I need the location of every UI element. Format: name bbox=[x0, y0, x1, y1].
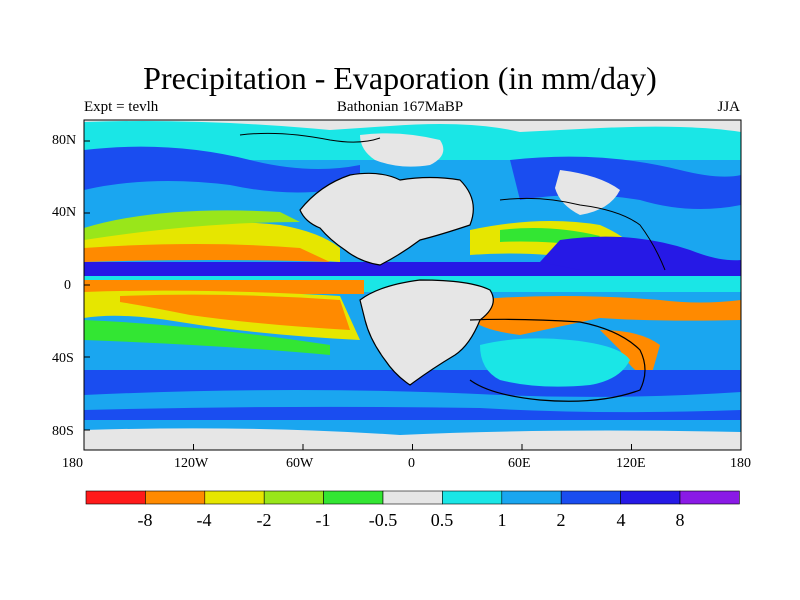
map-field bbox=[84, 120, 741, 450]
colorbar bbox=[85, 490, 740, 505]
colorbar-label: -8 bbox=[137, 510, 153, 530]
equator-orange-west bbox=[84, 280, 364, 294]
north-pacific-orange bbox=[84, 244, 330, 262]
x-tick-label: 120W bbox=[174, 456, 209, 471]
arctic-land bbox=[84, 120, 741, 132]
colorbar-swatch bbox=[145, 490, 206, 505]
arctic-coastline bbox=[239, 132, 381, 143]
colorbar-swatch bbox=[560, 490, 621, 505]
southern-ocean-light bbox=[84, 390, 741, 413]
map-title: Precipitation - Evaporation (in mm/day) bbox=[143, 60, 657, 96]
colorbar-swatch bbox=[442, 490, 503, 505]
antarctic-land bbox=[84, 428, 741, 450]
south-green-band bbox=[84, 320, 330, 355]
colorbar-swatch bbox=[323, 490, 384, 505]
experiment-label: Expt = tevlh bbox=[84, 99, 159, 115]
colorbar-label: -0.5 bbox=[368, 510, 398, 530]
colorbar-label: 8 bbox=[675, 510, 685, 530]
east-coastline bbox=[469, 318, 646, 402]
north-asia-blue bbox=[510, 156, 741, 209]
colorbar-swatch bbox=[204, 490, 265, 505]
y-tick-label: 80S bbox=[52, 424, 74, 439]
x-tick-label: 180 bbox=[62, 456, 83, 471]
y-tick-label: 0 bbox=[64, 278, 71, 293]
season-label: JJA bbox=[717, 99, 740, 115]
period-label: Bathonian 167MaBP bbox=[336, 99, 464, 115]
colorbar-label: -1 bbox=[315, 510, 331, 530]
colorbar-label: 1 bbox=[497, 510, 507, 530]
west-pacific-warm-pool bbox=[540, 236, 741, 286]
axis-tick-marks bbox=[83, 140, 742, 450]
north-landmass bbox=[300, 173, 474, 265]
y-tick-label: 40N bbox=[52, 205, 77, 220]
south-inland-cyan bbox=[480, 338, 630, 387]
colorbar-swatch bbox=[85, 490, 146, 505]
x-tick-label: 60W bbox=[286, 456, 314, 471]
asia-coastline bbox=[499, 197, 666, 271]
colorbar-label: -2 bbox=[256, 510, 272, 530]
y-tick-label: 80N bbox=[52, 133, 77, 148]
asia-land-patch bbox=[555, 170, 620, 215]
x-tick-label: 120E bbox=[616, 456, 646, 471]
north-land-patch bbox=[360, 133, 444, 167]
north-pacific-green bbox=[84, 210, 300, 240]
colorbar-label: 0.5 bbox=[430, 510, 454, 530]
colorbar-swatch bbox=[263, 490, 324, 505]
x-tick-label: 0 bbox=[408, 456, 415, 471]
colorbar-swatch bbox=[501, 490, 562, 505]
south-pacific-orange bbox=[120, 294, 350, 330]
south-indian-orange bbox=[470, 296, 741, 335]
colorbar-swatch bbox=[382, 490, 443, 505]
south-coastline bbox=[359, 279, 494, 386]
north-coastline bbox=[299, 172, 474, 266]
x-tick-label: 180 bbox=[730, 456, 751, 471]
colorbar-swatch bbox=[679, 490, 740, 505]
x-tick-label: 60E bbox=[508, 456, 531, 471]
y-tick-label: 40S bbox=[52, 351, 74, 366]
colorbar-label: 4 bbox=[616, 510, 626, 530]
colorbar-swatch bbox=[620, 490, 681, 505]
colorbar-label: -4 bbox=[196, 510, 212, 530]
colorbar-label: 2 bbox=[556, 510, 566, 530]
south-landmass bbox=[360, 280, 494, 385]
north-pacific-blue bbox=[84, 146, 360, 193]
